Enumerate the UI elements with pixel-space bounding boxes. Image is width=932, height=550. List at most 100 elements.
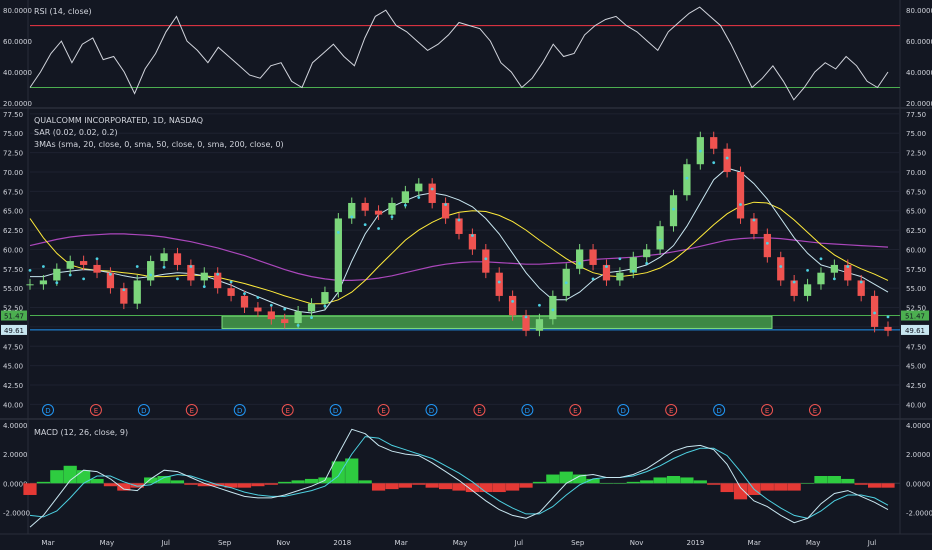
price-y-tick-left: 60.00	[3, 246, 23, 254]
candle-body	[79, 261, 88, 265]
price-y-tick-right: 65.00	[906, 208, 926, 216]
price-y-tick-right: 45.00	[906, 363, 926, 371]
price-y-tick-left: 70.00	[3, 169, 23, 177]
macd-histogram-bar	[707, 483, 721, 485]
candle-body	[26, 284, 34, 286]
event-marker	[809, 404, 821, 416]
macd-histogram-bar	[237, 483, 252, 488]
sar-dot	[591, 277, 595, 281]
event-marker	[281, 404, 294, 416]
candle-body	[736, 171, 745, 219]
macd-histogram-bar	[157, 476, 171, 484]
event-marker-label: D	[237, 407, 242, 415]
candle-body	[522, 315, 530, 331]
candle-body	[495, 272, 503, 296]
sar-dot	[524, 315, 528, 319]
candle-body	[576, 249, 584, 269]
candle-body	[294, 311, 302, 324]
macd-histogram-bar	[680, 477, 694, 484]
sar-dot	[202, 285, 206, 289]
support-zone	[221, 315, 773, 329]
candle-body	[441, 202, 450, 219]
price-y-tick-left: 55.00	[3, 285, 23, 293]
candle-body	[884, 326, 892, 331]
candle-body	[549, 295, 557, 320]
candle-body	[643, 249, 651, 258]
sar-dot	[28, 268, 32, 272]
event-marker	[89, 404, 102, 416]
sar-dot	[484, 257, 488, 261]
macd-histogram-bar	[586, 478, 600, 484]
sar-dot	[551, 308, 555, 312]
price-y-tick-right: 67.50	[906, 188, 926, 196]
sar-dot	[471, 234, 474, 237]
candle-body	[267, 311, 275, 320]
x-axis-tick-label: May	[100, 539, 114, 547]
candle-body	[39, 280, 48, 285]
event-marker	[761, 404, 774, 416]
macd-histogram-bar	[666, 476, 681, 484]
sar-dot	[511, 299, 515, 303]
price-y-tick-right: 60.00	[906, 246, 926, 254]
macd-histogram-bar	[640, 480, 654, 484]
sar-legend: SAR (0.02, 0.02, 0.2)	[34, 128, 118, 137]
candle-body	[133, 280, 141, 304]
sar-dot	[310, 316, 313, 320]
macd-histogram-bar	[77, 470, 91, 484]
candle-body	[214, 272, 222, 289]
macd-y-tick-right: 0.0000	[906, 480, 931, 488]
sar-dot	[832, 277, 836, 281]
macd-histogram-bar	[626, 481, 640, 484]
sar-dot	[42, 265, 45, 268]
macd-y-tick-right: 2.0000	[906, 451, 931, 459]
price-y-tick-right: 42.50	[906, 382, 926, 390]
x-axis-tick-label: 2018	[333, 539, 351, 547]
candle-body	[321, 292, 329, 304]
sar-dot	[336, 231, 340, 234]
macd-histogram-bar	[117, 483, 131, 491]
candle-body	[93, 264, 101, 273]
macd-histogram-bar	[130, 483, 144, 488]
macd-histogram-bar	[506, 483, 520, 491]
candle-body	[508, 295, 517, 316]
macd-histogram-bar	[854, 483, 868, 485]
event-marker-label: D	[45, 407, 50, 415]
sar-dot	[444, 203, 447, 206]
sar-dot	[149, 273, 153, 277]
macd-histogram-bar	[398, 483, 412, 488]
event-marker	[233, 404, 246, 416]
price-y-tick-right: 62.50	[906, 227, 926, 235]
sar-dot	[256, 296, 260, 299]
macd-histogram-bar	[573, 474, 587, 484]
candle-body	[66, 261, 74, 269]
sar-dot	[243, 292, 246, 295]
macd-histogram-bar	[251, 483, 265, 487]
sar-dot	[779, 265, 783, 268]
candle-body	[227, 288, 235, 296]
sar-dot	[698, 149, 702, 153]
candle-body	[656, 226, 664, 250]
macd-histogram-bar	[519, 483, 533, 488]
sar-dot	[229, 280, 233, 284]
candle-body	[388, 202, 396, 215]
macd-histogram-bar	[613, 483, 627, 484]
event-marker-label: D	[429, 407, 434, 415]
sar-dot	[497, 280, 501, 284]
price-badge	[1, 324, 27, 335]
price-y-tick-left: 65.00	[3, 208, 23, 216]
x-axis-tick-label: Sep	[571, 539, 585, 547]
price-y-tick-left: 72.50	[3, 150, 23, 158]
macd-histogram-bar	[465, 483, 480, 493]
macd-histogram-bar	[425, 483, 439, 488]
macd-histogram-bar	[787, 483, 801, 491]
macd-signal-line	[29, 436, 889, 519]
candle-body	[482, 249, 490, 273]
sar-dot	[792, 280, 796, 284]
sar-dot	[457, 218, 461, 222]
sar-dot	[725, 156, 729, 160]
price-badge-text: 49.61	[4, 327, 24, 335]
price-y-tick-left: 52.50	[3, 305, 23, 313]
macd-histogram-bar	[827, 476, 841, 484]
sar-dot	[135, 265, 139, 268]
